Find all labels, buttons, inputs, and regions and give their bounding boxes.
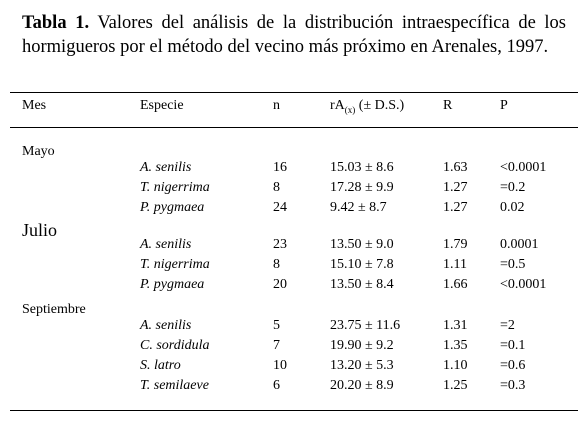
p-value: <0.0001 [500,160,547,175]
n: 10 [273,358,287,373]
r-value: 1.63 [443,160,468,175]
month-label: Julio [22,220,58,240]
species: C. sordidula [140,338,210,353]
ra-value: 19.90 ± 9.2 [330,338,394,353]
p-value: =0.5 [500,257,526,272]
r-value: 1.66 [443,277,468,292]
species: T. semilaeve [140,378,209,393]
caption-label: Tabla 1. [22,13,90,33]
p-value: =0.3 [500,378,526,393]
header-ra-rest: (± D.S.) [358,98,405,113]
species: A. senilis [140,318,192,333]
n: 7 [273,338,280,353]
n: 5 [273,318,280,333]
n: 16 [273,160,287,175]
n: 8 [273,257,280,272]
p-value: 0.02 [500,200,525,215]
n: 24 [273,200,287,215]
r-value: 1.10 [443,358,468,373]
header-r: R [443,98,453,113]
species: A. senilis [140,237,192,252]
bottom-rule [10,410,578,411]
r-value: 1.27 [443,180,468,195]
species: P. pygmaea [140,200,205,215]
caption-text: Valores del análisis de la distribución … [22,13,567,57]
ra-value: 13.50 ± 9.0 [330,237,394,252]
ra-value: 17.28 ± 9.9 [330,180,394,195]
r-value: 1.31 [443,318,468,333]
ra-value: 15.03 ± 8.6 [330,160,394,175]
ra-value: 15.10 ± 7.8 [330,257,394,272]
header-rule [10,127,578,128]
species: P. pygmaea [140,277,205,292]
header-n: n [273,98,280,113]
species: T. nigerrima [140,180,210,195]
p-value: =0.1 [500,338,526,353]
r-value: 1.27 [443,200,468,215]
r-value: 1.35 [443,338,468,353]
n: 6 [273,378,280,393]
header-p: P [500,98,508,113]
header-ra-main: rA [330,98,345,113]
n: 23 [273,237,287,252]
p-value: =0.6 [500,358,526,373]
n: 20 [273,277,287,292]
top-rule [10,92,578,93]
ra-value: 20.20 ± 8.9 [330,378,394,393]
caption: Tabla 1. Valores del análisis de la dist… [22,12,566,59]
p-value: =2 [500,318,515,333]
p-value: <0.0001 [500,277,547,292]
r-value: 1.25 [443,378,468,393]
header-ra-sub: (x) [344,104,356,115]
p-value: 0.0001 [500,237,539,252]
n: 8 [273,180,280,195]
p-value: =0.2 [500,180,526,195]
ra-value: 13.50 ± 8.4 [330,277,394,292]
ra-value: 13.20 ± 5.3 [330,358,394,373]
month-label: Mayo [22,144,55,159]
species: T. nigerrima [140,257,210,272]
r-value: 1.79 [443,237,468,252]
species: A. senilis [140,160,192,175]
species: S. latro [140,358,181,373]
ra-value: 9.42 ± 8.7 [330,200,387,215]
header-mes: Mes [22,98,47,113]
header-especie: Especie [140,98,184,113]
header-ra: rA(x) (± D.S.) [330,98,404,118]
r-value: 1.11 [443,257,467,272]
ra-value: 23.75 ± 11.6 [330,318,401,333]
month-label: Septiembre [22,302,86,317]
